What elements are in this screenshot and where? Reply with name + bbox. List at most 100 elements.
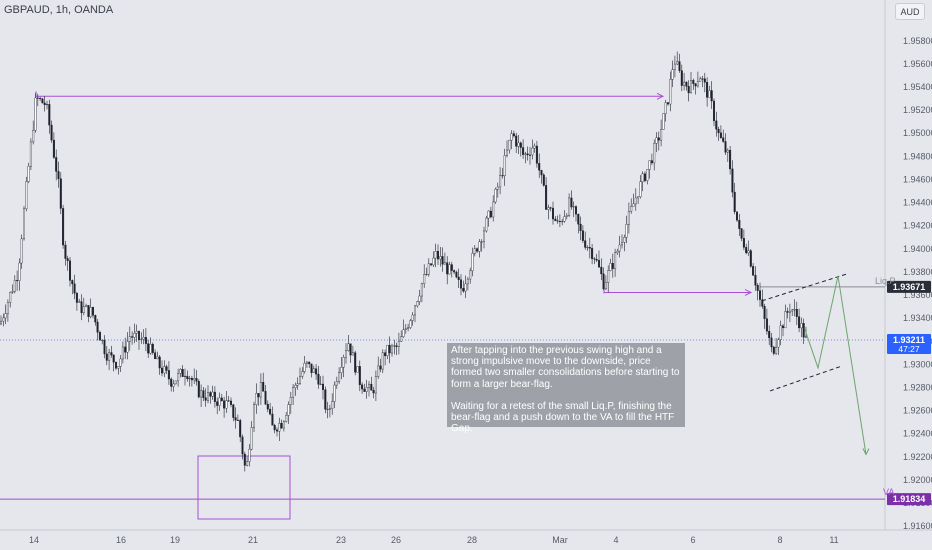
candle-body	[276, 429, 279, 432]
candle-body	[515, 135, 518, 147]
y-tick-label: 1.93400	[903, 313, 932, 323]
candle-body	[303, 362, 306, 372]
candle-body	[664, 102, 667, 114]
candle-body	[639, 181, 642, 197]
candle-body	[285, 415, 288, 422]
candle-body	[423, 274, 426, 284]
candle-body	[386, 344, 389, 357]
candle-body	[248, 448, 251, 462]
candle-body	[6, 302, 9, 314]
candle-body	[328, 408, 331, 410]
y-tick-label: 1.95800	[903, 36, 932, 46]
candle-body	[331, 401, 334, 409]
candle-body	[135, 331, 138, 334]
va-label: VA	[883, 487, 894, 497]
candle-body	[177, 373, 180, 382]
candle-body	[252, 404, 255, 428]
candle-body	[73, 283, 76, 294]
candle-body	[775, 346, 778, 354]
candle-body	[683, 81, 686, 86]
candle-body	[464, 283, 467, 292]
candle-body	[630, 206, 633, 212]
candle-body	[676, 61, 679, 65]
liq-label: Liq.P	[875, 276, 896, 286]
candle-body	[455, 271, 458, 278]
swing-high-arrow-head	[656, 92, 665, 100]
candle-body	[25, 181, 28, 210]
candle-body	[266, 404, 269, 410]
candle-body	[793, 309, 796, 311]
candle-body	[121, 346, 124, 360]
candle-body	[492, 201, 495, 218]
candle-body	[342, 356, 345, 368]
candle-body	[414, 305, 417, 316]
candle-body	[650, 160, 653, 164]
candle-body	[607, 270, 610, 283]
candle-body	[476, 248, 479, 252]
candle-body	[443, 262, 446, 265]
candle-body	[655, 137, 658, 144]
currency-button[interactable]: AUD	[895, 3, 925, 20]
candle-body	[379, 365, 382, 370]
y-tick-label: 1.94400	[903, 198, 932, 208]
candle-body	[292, 387, 295, 398]
candle-body	[167, 370, 170, 380]
flag-upper-line	[761, 273, 847, 302]
candle-body	[280, 423, 283, 429]
candle-body	[59, 178, 62, 209]
candle-body	[572, 206, 575, 208]
candle-body	[0, 320, 2, 325]
candle-body	[91, 307, 94, 316]
candle-body	[805, 336, 808, 338]
candle-body	[117, 366, 120, 369]
candle-body	[312, 368, 315, 373]
candle-body	[473, 248, 476, 254]
candle-body	[634, 197, 637, 205]
candle-body	[570, 197, 573, 208]
candle-body	[227, 400, 230, 402]
y-tick-label: 1.92800	[903, 382, 932, 392]
candle-body	[749, 250, 752, 267]
candles	[0, 51, 808, 472]
y-tick-label: 1.92400	[903, 429, 932, 439]
candle-body	[365, 387, 368, 392]
candle-body	[770, 337, 773, 348]
candle-body	[736, 211, 739, 221]
x-tick-label: 21	[248, 535, 258, 545]
candle-body	[616, 250, 619, 253]
candle-body	[354, 352, 357, 373]
candle-body	[713, 100, 716, 122]
candle-body	[690, 80, 693, 94]
candle-body	[791, 309, 794, 312]
candle-body	[374, 376, 377, 394]
candle-body	[641, 173, 644, 182]
candle-body	[264, 391, 267, 405]
forecast-arrow-head	[862, 448, 870, 456]
candle-body	[62, 208, 65, 246]
candle-body	[738, 219, 741, 229]
candle-body	[78, 301, 81, 303]
x-tick-label: 4	[613, 535, 618, 545]
candle-body	[160, 367, 163, 374]
price-badge-label: 1.93671	[893, 282, 926, 292]
candle-body	[437, 251, 440, 260]
candle-body	[512, 133, 515, 137]
candle-body	[190, 378, 193, 381]
x-tick-label: 19	[170, 535, 180, 545]
candle-body	[786, 311, 789, 313]
candle-body	[232, 404, 235, 418]
x-tick-label: 23	[336, 535, 346, 545]
x-tick-label: 6	[690, 535, 695, 545]
candle-body	[577, 213, 580, 225]
candle-body	[402, 329, 405, 337]
candle-body	[9, 292, 12, 303]
candle-body	[114, 361, 117, 369]
candle-body	[457, 276, 460, 280]
candle-body	[195, 378, 198, 382]
y-tick-label: 1.93600	[903, 290, 932, 300]
x-tick-label: Mar	[552, 535, 568, 545]
candle-body	[618, 244, 621, 252]
candle-body	[43, 102, 46, 106]
